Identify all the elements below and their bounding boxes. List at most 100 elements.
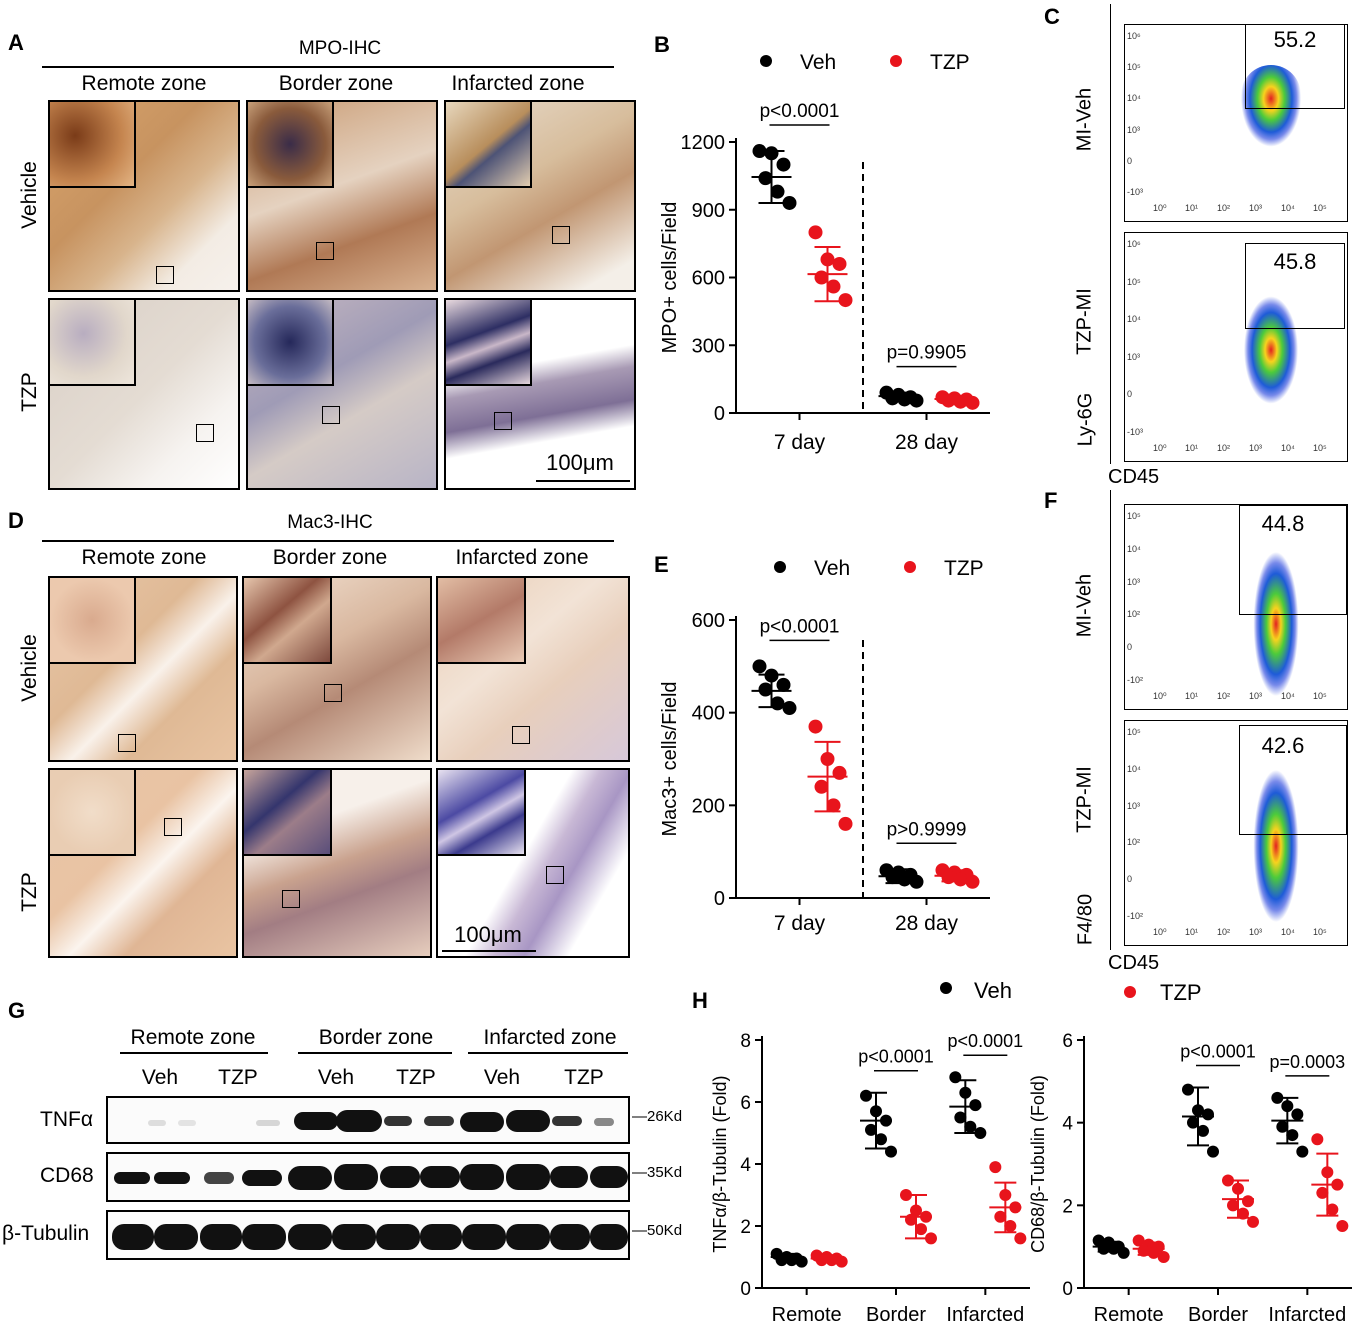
flow-x-tick: 10¹ — [1185, 203, 1199, 213]
x-tick-label: Border — [1188, 1304, 1248, 1325]
band — [552, 1116, 582, 1126]
panel-c-ylabel: Ly-6G — [1074, 392, 1097, 447]
band — [506, 1110, 550, 1132]
flow-y-tick: 10⁵ — [1127, 62, 1141, 73]
gate-box — [1239, 505, 1347, 615]
band — [384, 1116, 412, 1126]
data-point — [814, 779, 829, 794]
legend-h-veh: Veh — [974, 978, 1012, 1003]
panel-a-rule — [42, 66, 614, 68]
flow-x-tick: 10¹ — [1185, 443, 1199, 453]
legend-marker — [890, 55, 902, 67]
panel-label-g: G — [8, 998, 26, 1023]
panel-a-scale-label: 100μm — [546, 450, 614, 475]
micrograph-mpo-tzp-remote — [48, 298, 240, 490]
flow-x-tick: 10⁵ — [1313, 691, 1327, 701]
flow-y-tick: 10² — [1127, 609, 1141, 620]
roi-box — [512, 726, 530, 744]
data-point — [838, 293, 853, 308]
blot-strip-tubulin — [106, 1210, 630, 1260]
blot-zone-remote: Remote zone — [130, 1026, 256, 1049]
flow-y-tick: 10³ — [1127, 576, 1141, 587]
roi-box — [282, 890, 300, 908]
blot-size-value: 35Kd — [647, 1164, 683, 1181]
y-tick-label: 600 — [692, 610, 725, 632]
band — [204, 1172, 234, 1184]
flow-y-tick: 0 — [1127, 874, 1133, 885]
flow-x-tick: 10² — [1217, 927, 1231, 937]
scatter-density — [1251, 751, 1301, 941]
data-point — [814, 270, 829, 285]
p-value-label: p<0.0001 — [760, 101, 840, 122]
flow-x-tick: 10⁰ — [1153, 927, 1167, 937]
band — [112, 1224, 154, 1250]
panel-c-xlabel: CD45 — [1108, 466, 1160, 488]
band — [336, 1110, 382, 1132]
data-point — [1336, 1220, 1349, 1232]
band — [420, 1224, 462, 1250]
blot-zone-rule — [120, 1052, 268, 1054]
panel-d-scale-label: 100μm — [454, 922, 522, 947]
y-tick-label: 0 — [740, 1279, 751, 1300]
data-point — [1157, 1251, 1170, 1263]
band — [154, 1224, 198, 1250]
data-point — [909, 874, 924, 889]
data-point — [1182, 1083, 1194, 1096]
band — [294, 1112, 338, 1130]
gate-box — [1245, 25, 1345, 109]
flow-x-tick: 10¹ — [1185, 691, 1199, 701]
micrograph-mpo-tzp-infarcted — [444, 298, 636, 490]
flow-x-tick: 10³ — [1249, 443, 1263, 453]
gate-box — [1245, 243, 1345, 329]
data-point — [865, 1123, 877, 1136]
band — [200, 1224, 242, 1250]
data-point — [897, 872, 912, 887]
inset — [50, 102, 136, 188]
data-point — [1316, 1186, 1329, 1199]
band — [242, 1170, 282, 1186]
y-tick-label: 6 — [1062, 1031, 1073, 1052]
panel-c-row-vehicle: MI-Veh — [1073, 87, 1096, 152]
panel-label-d: D — [8, 508, 24, 533]
data-point — [782, 195, 797, 210]
band — [424, 1116, 454, 1126]
flow-y-tick: 10⁴ — [1127, 314, 1141, 325]
panel-a-title: MPO-IHC — [298, 38, 382, 59]
roi-box — [156, 266, 174, 284]
x-tick-label: 28 day — [895, 912, 959, 935]
data-point — [1187, 1116, 1199, 1129]
data-point — [758, 171, 773, 186]
flow-y-tick: 10⁵ — [1127, 276, 1141, 287]
data-point — [1117, 1246, 1130, 1259]
inset — [248, 300, 334, 386]
data-point — [860, 1089, 872, 1102]
blot-protein-tnfa: TNFα — [40, 1108, 93, 1131]
data-point — [752, 659, 767, 674]
flow-x-tick: 10⁰ — [1153, 203, 1167, 213]
chart-h-tnfa: 0 2 4 6 8 TNFα/β-Tubulin (Fold) Remote Border In… — [712, 1031, 1030, 1325]
blot-size-tubulin: —50Kd — [632, 1222, 683, 1239]
panel-f-xlabel: CD45 — [1108, 952, 1160, 974]
data-point — [1237, 1207, 1249, 1220]
blot-strip-cd68 — [106, 1152, 630, 1202]
data-point — [808, 719, 823, 734]
panel-f-frame — [1110, 490, 1353, 950]
band — [550, 1224, 590, 1250]
p-value-label: p=0.0003 — [1270, 1052, 1346, 1072]
data-point — [969, 1099, 982, 1112]
panel-a-zone-infarcted: Infarcted zone — [451, 72, 585, 95]
roi-box — [324, 684, 342, 702]
x-tick-label: 7 day — [774, 431, 826, 454]
band — [420, 1166, 460, 1188]
micrograph-mac3-vehicle-remote — [48, 576, 238, 762]
micrograph-mpo-tzp-border — [246, 298, 438, 490]
blot-group-label: TZP — [396, 1066, 436, 1089]
data-point — [1326, 1203, 1339, 1216]
data-point — [1207, 1145, 1219, 1158]
data-point — [1227, 1199, 1239, 1212]
panel-d-zone-border: Border zone — [272, 546, 388, 569]
legend-label: Veh — [800, 51, 836, 74]
inset — [446, 102, 532, 188]
chart-e-mac3: 0 200 400 600 Mac3+ cells/Field 7 day 28 day p<… — [659, 557, 990, 935]
flow-y-tick: 10⁴ — [1127, 763, 1141, 774]
